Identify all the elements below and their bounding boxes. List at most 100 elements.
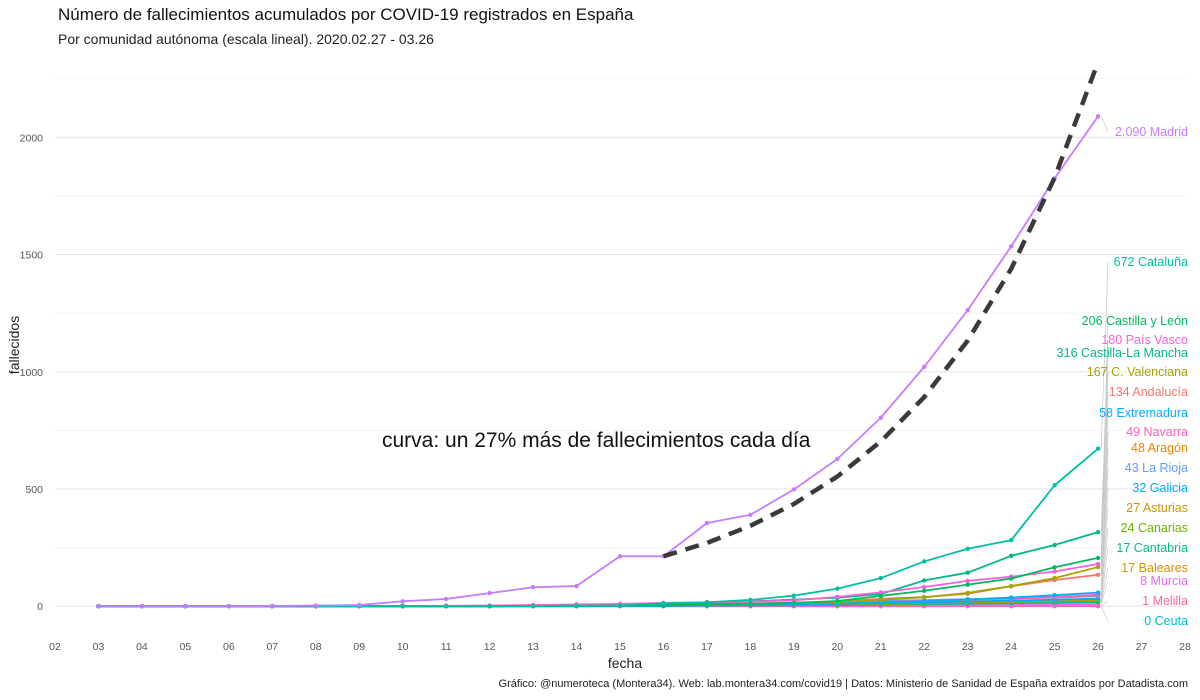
x-tick-label: 10: [397, 641, 409, 653]
gridlines: [55, 78, 1185, 607]
leader-line: [1100, 547, 1109, 603]
data-point: [835, 456, 840, 462]
data-point: [922, 578, 927, 583]
leader-line: [1100, 606, 1109, 622]
data-point: [965, 570, 970, 575]
series-end-label: 17 Baleares: [1121, 561, 1188, 575]
data-point: [922, 559, 927, 564]
data-point: [835, 598, 840, 604]
series-end-label: 316 Castilla-La Mancha: [1057, 346, 1188, 360]
label-leader-lines: [1100, 116, 1109, 622]
series-line: [98, 115, 1099, 608]
data-point: [878, 590, 883, 595]
leader-line: [1100, 600, 1109, 607]
series-end-label: 8 Murcia: [1140, 574, 1188, 588]
data-point: [922, 595, 927, 600]
series-end-label: 48 Aragón: [1131, 441, 1188, 455]
series-end-label: 672 Cataluña: [1114, 255, 1188, 269]
x-tick-label: 28: [1179, 641, 1191, 653]
x-tick-label: 24: [1005, 641, 1017, 653]
series-end-label: 134 Andalucía: [1109, 385, 1188, 399]
series-end-label: 27 Asturias: [1126, 501, 1188, 515]
x-tick-label: 21: [875, 641, 887, 653]
y-tick-label: 1500: [20, 250, 44, 262]
data-point: [704, 600, 710, 605]
leader-line: [1100, 567, 1109, 603]
data-point: [1008, 583, 1014, 589]
series-end-label: 180 País Vasco: [1101, 333, 1188, 347]
data-point: [791, 593, 797, 598]
data-point: [313, 603, 318, 608]
x-tick-label: 04: [136, 641, 148, 653]
series-end-label: 2.090 Madrid: [1115, 125, 1188, 139]
leader-line: [1100, 580, 1109, 605]
data-point: [965, 590, 970, 596]
y-tick-label: 0: [37, 601, 43, 613]
data-point: [139, 604, 145, 609]
data-point: [270, 603, 275, 609]
data-point: [965, 582, 970, 587]
data-point: [748, 512, 753, 517]
x-tick-label: 08: [310, 641, 322, 653]
y-axis-ticks: 0 500 1000 1500 2000: [20, 132, 44, 613]
data-point: [1052, 592, 1057, 598]
series-lines: [96, 114, 1101, 609]
data-point: [487, 590, 492, 596]
x-tick-label: 18: [745, 641, 757, 653]
trend-annotation: curva: un 27% más de fallecimientos cada…: [382, 429, 811, 452]
data-point: [661, 601, 666, 606]
data-point: [1095, 564, 1101, 570]
data-point: [878, 597, 883, 603]
chart-title: Número de fallecimientos acumulados por …: [58, 5, 634, 24]
data-point: [748, 597, 753, 603]
data-point: [878, 575, 883, 581]
data-point: [574, 603, 579, 608]
data-point: [965, 546, 970, 551]
data-point: [574, 583, 579, 589]
leader-line: [1100, 352, 1109, 533]
data-point: [965, 597, 970, 602]
x-tick-label: 02: [49, 641, 61, 653]
data-point: [748, 601, 753, 607]
data-point: [96, 604, 101, 609]
data-point: [1052, 483, 1057, 488]
x-tick-label: 15: [614, 641, 626, 653]
data-point: [922, 364, 927, 370]
trend-line: [662, 61, 1101, 559]
x-tick-label: 20: [831, 641, 843, 653]
x-tick-label: 03: [93, 641, 105, 653]
data-point: [1008, 576, 1014, 581]
x-tick-label: 26: [1092, 641, 1104, 653]
data-point: [922, 584, 927, 590]
end-labels: 2.090 Madrid 672 Cataluña 206 Castilla y L…: [1057, 125, 1188, 628]
data-point: [443, 596, 449, 602]
data-point: [530, 603, 536, 609]
data-point: [791, 487, 797, 492]
data-point: [704, 520, 710, 526]
leader-line: [1100, 507, 1109, 600]
y-tick-label: 500: [25, 484, 43, 496]
x-tick-label: 11: [441, 641, 452, 653]
chart-subtitle: Por comunidad autónoma (escala lineal). …: [58, 31, 434, 47]
data-point: [400, 604, 405, 609]
series-end-label: 17 Cantabria: [1116, 541, 1188, 555]
leader-line: [1100, 391, 1109, 575]
data-point: [1095, 446, 1101, 451]
x-tick-label: 12: [484, 641, 496, 653]
x-tick-label: 14: [571, 641, 583, 653]
data-point: [878, 415, 883, 420]
y-tick-label: 1000: [20, 367, 44, 379]
leader-line: [1100, 527, 1109, 601]
series-end-label: 167 C. Valenciana: [1087, 365, 1188, 379]
data-point: [183, 604, 188, 609]
x-tick-label: 22: [918, 641, 930, 653]
data-point: [226, 604, 232, 609]
data-point: [1095, 555, 1101, 561]
data-point: [530, 585, 536, 590]
x-tick-label: 05: [180, 641, 192, 653]
data-point: [1095, 529, 1101, 535]
series-end-label: 49 Navarra: [1126, 425, 1188, 439]
series-end-label: 32 Galicia: [1132, 481, 1188, 495]
data-point: [878, 593, 883, 599]
